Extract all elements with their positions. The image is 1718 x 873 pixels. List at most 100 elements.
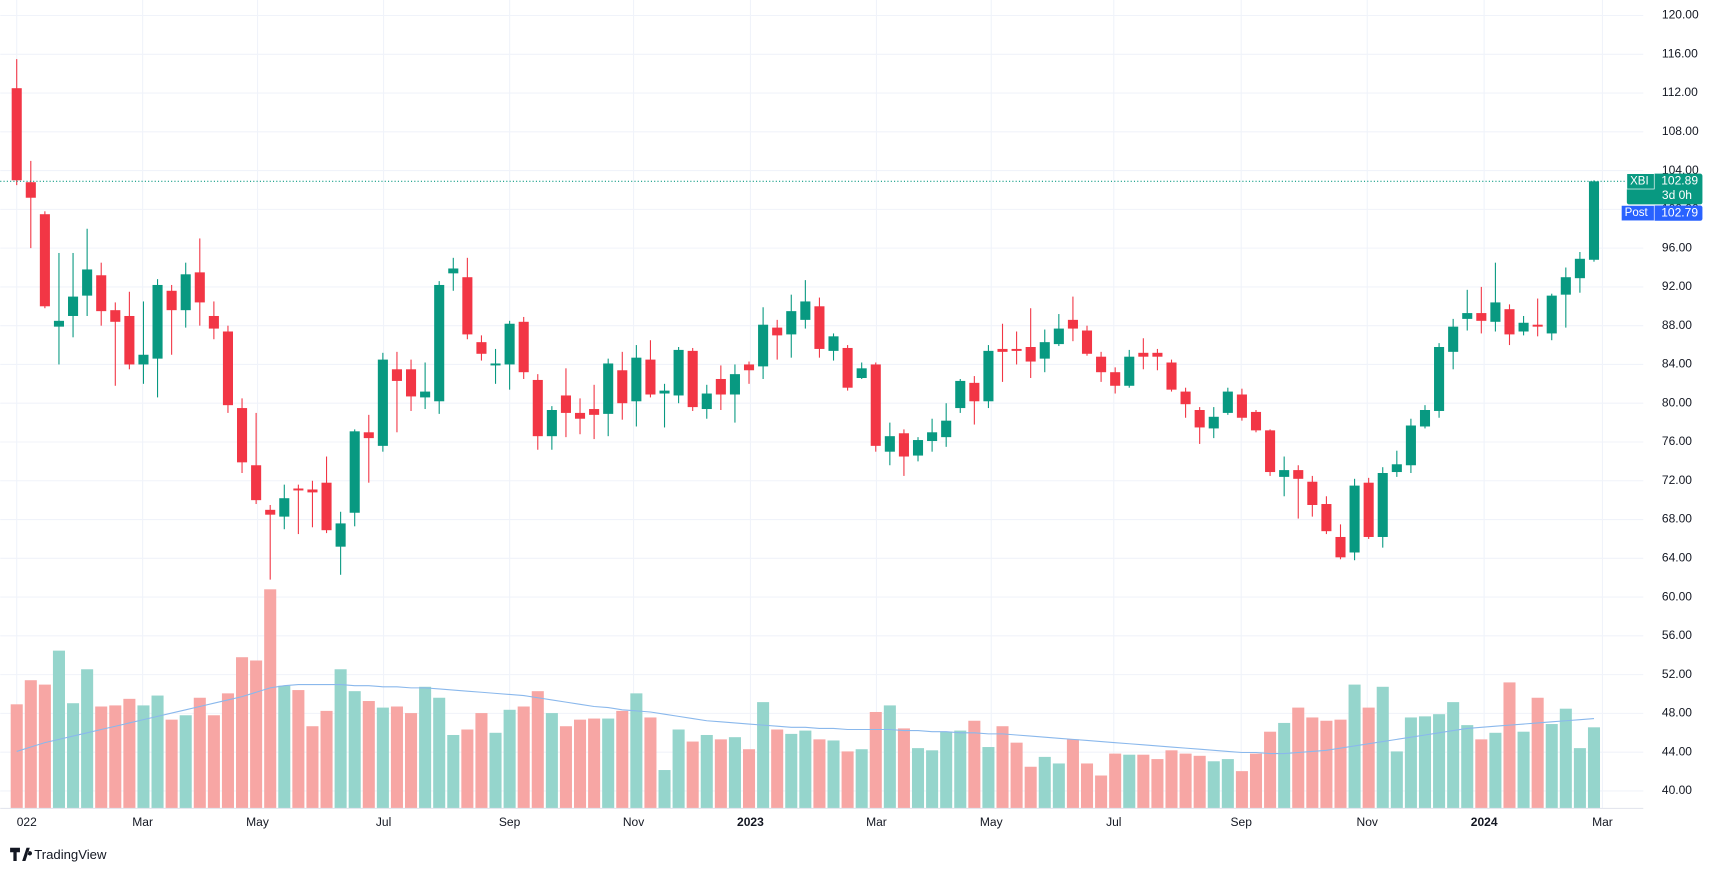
candle-body xyxy=(25,182,36,198)
candle-body xyxy=(1434,346,1445,411)
candle-body xyxy=(800,301,811,320)
volume-bar xyxy=(95,706,108,809)
candle-body xyxy=(1265,430,1276,473)
candle-body xyxy=(1138,352,1149,357)
y-tick-label: 92.00 xyxy=(1662,279,1692,293)
volume-bar xyxy=(1517,731,1530,809)
y-tick-label: 68.00 xyxy=(1662,512,1692,526)
candle-body xyxy=(1250,411,1262,431)
volume-bar xyxy=(1447,702,1460,809)
x-tick-label: May xyxy=(980,815,1003,829)
volume-bar xyxy=(1320,720,1333,809)
y-tick-label: 116.00 xyxy=(1662,46,1698,60)
volume-bar xyxy=(1278,722,1291,809)
candle-body xyxy=(1588,181,1600,260)
volume-bar xyxy=(1531,697,1544,809)
x-tick-label: Nov xyxy=(623,815,644,829)
volume-bar xyxy=(1503,682,1516,809)
volume-bar xyxy=(911,748,925,809)
volume-bar xyxy=(137,705,150,809)
candle-body xyxy=(293,488,304,491)
candle-body xyxy=(11,88,22,181)
candle-body xyxy=(1574,258,1585,279)
y-tick-label: 64.00 xyxy=(1662,550,1692,564)
volume-bar xyxy=(489,732,502,809)
x-tick-label: 2024 xyxy=(1471,815,1498,829)
candle-body xyxy=(645,359,656,395)
candle-body xyxy=(941,420,952,438)
y-tick-label: 80.00 xyxy=(1662,395,1692,409)
candle-body xyxy=(828,336,839,351)
volume-bar xyxy=(1052,763,1065,809)
countdown-label: 3d 0h xyxy=(1662,188,1692,202)
volume-bar xyxy=(1545,724,1558,809)
volume-bar xyxy=(926,750,939,809)
candle-body xyxy=(363,432,374,439)
candle-body xyxy=(1096,356,1107,373)
volume-bar xyxy=(1404,717,1417,809)
candle-body xyxy=(1166,362,1177,390)
candle-body xyxy=(673,349,684,396)
x-tick-label: Sep xyxy=(1231,815,1253,829)
candle-body xyxy=(955,380,966,409)
volume-bar xyxy=(658,770,671,809)
candle-body xyxy=(180,274,191,311)
volume-bar xyxy=(278,685,291,809)
volume-bar xyxy=(517,706,530,809)
candle-body xyxy=(1110,372,1121,386)
volume-layer xyxy=(10,589,1601,809)
candle-body xyxy=(124,315,135,365)
candle-body xyxy=(1124,356,1135,386)
volume-bar xyxy=(433,697,446,809)
volume-bar xyxy=(954,730,967,809)
volume-bar xyxy=(757,702,770,809)
candle-body xyxy=(1180,391,1191,405)
candle-body xyxy=(96,275,107,312)
volume-bar xyxy=(1489,732,1502,809)
candle-body xyxy=(420,391,431,398)
candle-body xyxy=(983,350,994,402)
candle-body xyxy=(603,363,614,414)
volume-bar xyxy=(1418,716,1432,809)
volume-bar xyxy=(1376,686,1389,809)
volume-bar xyxy=(334,669,347,809)
candle-body xyxy=(349,431,360,513)
x-tick-label: 022 xyxy=(17,815,37,829)
candle-body xyxy=(1363,482,1374,537)
volume-bar xyxy=(742,749,756,809)
volume-bar xyxy=(221,693,234,809)
volume-bar xyxy=(461,729,474,809)
candle-body xyxy=(701,393,712,410)
candle-body xyxy=(208,315,219,329)
y-tick-label: 72.00 xyxy=(1662,473,1692,487)
volume-bar xyxy=(1461,725,1474,809)
volume-bar xyxy=(1179,753,1192,809)
logo: TradingView xyxy=(10,847,107,862)
volume-bar xyxy=(883,705,896,809)
candle-body xyxy=(279,498,290,517)
y-tick-label: 84.00 xyxy=(1662,357,1692,371)
volume-ma-line xyxy=(16,684,1595,755)
volume-bar xyxy=(531,691,544,809)
candle-body xyxy=(1518,322,1529,332)
candle-body xyxy=(1532,324,1543,327)
volume-bar xyxy=(292,690,305,809)
volume-bar xyxy=(771,729,784,809)
candle-body xyxy=(1011,348,1022,351)
candle-body xyxy=(1236,394,1247,418)
volume-bar xyxy=(1362,707,1375,809)
volume-bar xyxy=(574,719,587,809)
candle-body xyxy=(518,321,529,373)
candle-body xyxy=(1377,473,1388,537)
volume-bar xyxy=(1010,742,1023,809)
volume-bar xyxy=(81,669,94,809)
volume-bar xyxy=(1573,748,1586,809)
volume-bar xyxy=(630,693,643,809)
x-tick-label: Mar xyxy=(132,815,153,829)
volume-bar xyxy=(827,740,840,809)
candle-body xyxy=(251,465,262,501)
volume-bar xyxy=(1587,727,1601,809)
y-tick-label: 44.00 xyxy=(1662,744,1692,758)
volume-bar xyxy=(1137,754,1150,809)
volume-bar xyxy=(1024,766,1037,809)
